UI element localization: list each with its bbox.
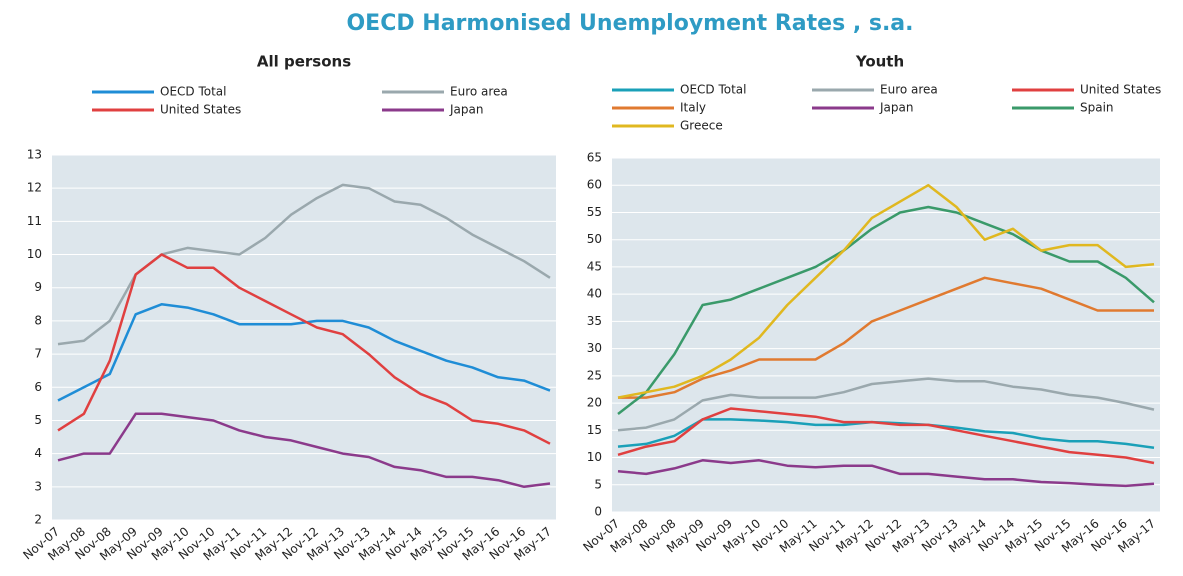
legend-label: Greece <box>680 119 723 133</box>
y-tick-label: 40 <box>587 287 602 301</box>
y-tick-label: 55 <box>587 205 602 219</box>
y-tick-label: 9 <box>34 280 42 294</box>
y-tick-label: 50 <box>587 232 602 246</box>
y-tick-label: 65 <box>587 151 602 165</box>
page-title: OECD Harmonised Unemployment Rates , s.a… <box>346 11 913 36</box>
y-tick-label: 13 <box>27 148 42 162</box>
chart-subtitle: All persons <box>257 53 351 71</box>
y-tick-label: 45 <box>587 259 602 273</box>
series-line <box>57 412 551 489</box>
series-line <box>617 407 1155 465</box>
y-tick-label: 15 <box>587 423 602 437</box>
series-line <box>617 183 1155 399</box>
y-tick-label: 10 <box>587 450 602 464</box>
legend-label: Euro area <box>880 83 938 97</box>
y-tick-label: 10 <box>27 247 42 261</box>
y-tick-label: 30 <box>587 341 602 355</box>
y-tick-label: 6 <box>34 380 42 394</box>
chart-subtitle: Youth <box>855 53 904 71</box>
legend-label: OECD Total <box>680 83 747 97</box>
y-tick-label: 2 <box>34 513 42 527</box>
series-line <box>57 303 551 402</box>
y-tick-label: 5 <box>34 413 42 427</box>
y-tick-label: 25 <box>587 368 602 382</box>
y-tick-label: 3 <box>34 479 42 493</box>
y-tick-label: 7 <box>34 347 42 361</box>
legend-label: United States <box>1080 83 1161 97</box>
y-tick-label: 60 <box>587 178 602 192</box>
series-line <box>617 205 1155 415</box>
legend-label: Euro area <box>450 85 508 99</box>
legend-label: Japan <box>879 101 913 115</box>
legend-label: Japan <box>449 103 483 117</box>
legend-label: Italy <box>680 101 706 115</box>
y-tick-label: 8 <box>34 313 42 327</box>
series-line <box>57 253 551 445</box>
series-line <box>617 459 1155 488</box>
y-tick-label: 35 <box>587 314 602 328</box>
plot-area <box>52 155 556 520</box>
y-tick-label: 0 <box>594 505 602 519</box>
y-tick-label: 4 <box>34 446 42 460</box>
legend-label: Spain <box>1080 101 1114 115</box>
y-tick-label: 12 <box>27 181 42 195</box>
y-tick-label: 11 <box>27 214 42 228</box>
series-line <box>618 276 1154 399</box>
legend-label: United States <box>160 103 241 117</box>
legend-label: OECD Total <box>160 85 227 99</box>
y-tick-label: 5 <box>594 477 602 491</box>
y-tick-label: 20 <box>587 396 602 410</box>
series-line <box>617 377 1155 432</box>
